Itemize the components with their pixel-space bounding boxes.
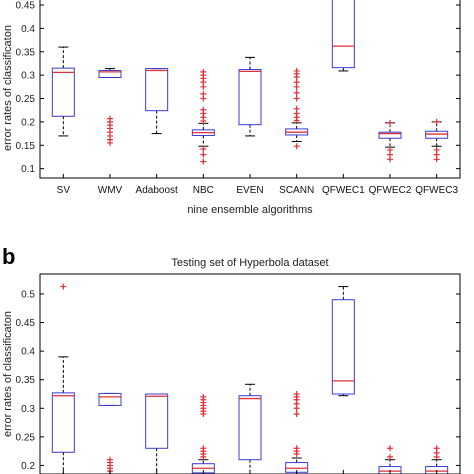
panel-a-category-label-3: Adaboost [136, 185, 178, 196]
panel-b-outlier-8-1 [387, 453, 393, 460]
panel-b-box-1 [51, 392, 75, 453]
panel-b-ytick-label-6: 0.45 [16, 318, 36, 329]
panel-a-ytick-label-7: 0.4 [21, 24, 35, 35]
panel-a-ytick-label-4: 0.25 [16, 94, 36, 105]
panel-a-axes-frame [39, 0, 461, 179]
panel-b-ytick-label-7: 0.5 [21, 290, 35, 301]
panel-a-outlier-4-3 [200, 146, 207, 153]
panel-a-ytick-label-5: 0.3 [21, 71, 35, 82]
panel-a-outlier-6-7 [293, 89, 300, 96]
panel-b-axes-frame [39, 273, 461, 474]
panel-a-outlier-8-3 [387, 146, 393, 153]
panel-a-category-label-5: EVEN [236, 185, 263, 196]
panel-a-box-8 [378, 131, 402, 139]
panel-b-plot-area [51, 283, 449, 474]
panel-a-box-1 [51, 67, 75, 117]
panel-a-category-label-9: QFWEC3 [415, 185, 458, 196]
panel-b-box-3 [145, 393, 169, 449]
panel-a-y-axis-label: error rates of classificaton [2, 25, 14, 151]
panel-a-outlier-9-4 [433, 118, 440, 125]
panel-a-category-label-2: WMV [98, 185, 123, 196]
panel-a-outlier-4-9 [200, 90, 207, 97]
panel-b-ytick-label-2: 0.25 [16, 432, 36, 443]
panel-a-outlier-6-6 [293, 95, 300, 102]
panel-a-category-label-6: SCANN [279, 185, 314, 196]
panel-a-ytick-label-1: 0.1 [21, 164, 35, 175]
panel-a-box-5 [238, 69, 262, 126]
panel-a-outlier-6-9 [293, 79, 300, 86]
panel-a-outlier-9-3 [433, 146, 440, 153]
panel-a-category-label-1: SV [57, 185, 71, 196]
panel-a-ytick-label-6: 0.35 [16, 47, 36, 58]
panel-b-outlier-6-4 [293, 411, 300, 417]
panel-b-box-5 [238, 395, 262, 461]
panel-a-x-axis-label: nine ensemble algorithms [187, 204, 313, 216]
panel-a-box-2 [98, 69, 122, 78]
panel-a-ytick-label-8: 0.45 [16, 1, 36, 12]
panel-b-outlier-9-3 [433, 445, 440, 452]
panel-a-ytick-label-3: 0.2 [21, 117, 35, 128]
panel-a-box-3 [145, 68, 169, 112]
panel-b-outlier-6-3 [293, 445, 300, 452]
panel-b-outlier-6-9 [293, 391, 300, 397]
panel-b-box-7 [331, 299, 355, 395]
panel-a-category-label-7: QFWEC1 [322, 185, 365, 196]
panel-a-outlier-4-1 [200, 158, 207, 165]
panel-a-category-label-4: NBC [193, 185, 214, 196]
panel-b-outlier-1-1 [60, 283, 67, 290]
panel-b-ytick-label-3: 0.3 [21, 404, 35, 415]
panel-a-outlier-4-2 [200, 151, 207, 158]
panel-a-ytick-label-2: 0.15 [16, 141, 36, 152]
panel-a-outlier-8-4 [387, 119, 393, 126]
panel-b-y-axis-label: error rates of classificaton [2, 311, 14, 437]
panel-a-outlier-4-7 [200, 106, 207, 113]
panel-a-outlier-6-5 [293, 105, 300, 112]
panel-b-outlier-4-11 [200, 393, 207, 400]
panel-a-box-7 [331, 0, 355, 69]
panel-a-outlier-6-1 [293, 143, 300, 150]
panel-a-category-label-8: QFWEC2 [369, 185, 412, 196]
panel-b-letter: b [2, 244, 15, 269]
panel-b-outlier-8-2 [387, 445, 393, 452]
panel-a-outlier-6-12 [293, 67, 300, 74]
panel-b-outlier-4-4 [200, 445, 207, 452]
panel-b-ytick-label-5: 0.4 [21, 347, 35, 358]
panel-a-box-9 [425, 130, 449, 139]
chart-panel-b: 0.2 0.25 0.3 0.35 0.4 0.45 0.5 error rates of c… [2, 257, 461, 474]
panel-b-ytick-label-1: 0.2 [21, 461, 35, 472]
panel-b-outlier-2-7 [107, 456, 113, 463]
panel-b-ytick-label-4: 0.35 [16, 375, 36, 386]
panel-a-plot-area [51, 0, 449, 165]
panel-a-outlier-4-14 [200, 68, 207, 75]
chart-panel-a: 0.1 0.15 0.2 0.25 0.3 0.35 0.4 0.45 SV WMV Adaboos… [2, 0, 461, 216]
panel-b-box-2 [98, 392, 122, 406]
panel-b-title: Testing set of Hyperbola dataset [171, 257, 328, 269]
panel-a-outlier-2-8 [107, 115, 113, 122]
